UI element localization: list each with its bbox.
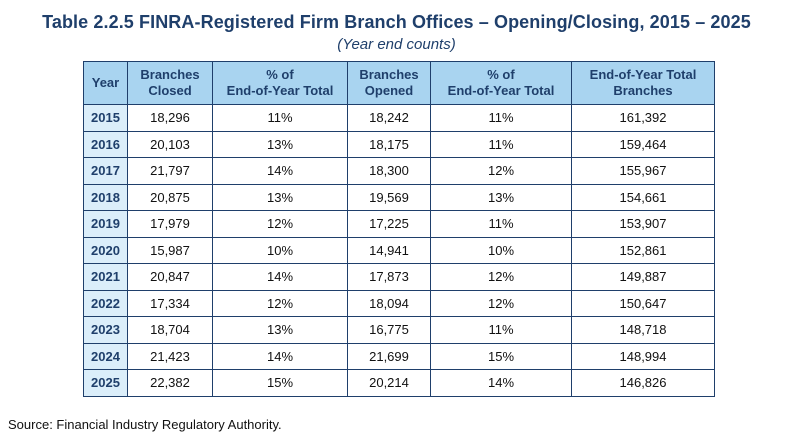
pct-closed-cell: 14%	[212, 263, 348, 291]
year-cell: 2025	[83, 369, 128, 397]
header-total-branches-line1: End-of-Year Total	[589, 67, 697, 82]
branches-opened-cell: 19,569	[347, 183, 431, 211]
source-note: Source: Financial Industry Regulatory Au…	[8, 417, 282, 432]
header-branches-closed-line1: Branches	[140, 67, 200, 82]
branches-closed-cell: 17,334	[127, 289, 213, 317]
branches-closed-cell: 17,979	[127, 210, 213, 238]
pct-opened-cell: 12%	[430, 263, 572, 291]
branches-opened-cell: 18,242	[347, 104, 431, 132]
year-cell: 2022	[83, 289, 128, 317]
header-branches-closed-line2: Closed	[148, 83, 192, 98]
total-branches-cell: 148,994	[571, 342, 715, 370]
pct-closed-cell: 14%	[212, 157, 348, 185]
branches-opened-cell: 21,699	[347, 342, 431, 370]
table-row: 2020 15,987 10% 14,941 10% 152,861	[83, 236, 715, 264]
pct-closed-cell: 15%	[212, 369, 348, 397]
header-pct-closed: % of End-of-Year Total	[212, 61, 348, 105]
header-branches-opened: Branches Opened	[347, 61, 431, 105]
branches-opened-cell: 17,225	[347, 210, 431, 238]
pct-opened-cell: 15%	[430, 342, 572, 370]
branches-closed-cell: 20,847	[127, 263, 213, 291]
total-branches-cell: 149,887	[571, 263, 715, 291]
header-branches-closed: Branches Closed	[127, 61, 213, 105]
pct-opened-cell: 12%	[430, 289, 572, 317]
table-row: 2015 18,296 11% 18,242 11% 161,392	[83, 104, 715, 132]
year-cell: 2017	[83, 157, 128, 185]
branches-opened-cell: 18,094	[347, 289, 431, 317]
branches-closed-cell: 18,704	[127, 316, 213, 344]
total-branches-cell: 146,826	[571, 369, 715, 397]
branches-closed-cell: 21,423	[127, 342, 213, 370]
table-title: Table 2.2.5 FINRA-Registered Firm Branch…	[42, 12, 751, 32]
header-branches-opened-line1: Branches	[359, 67, 419, 82]
year-cell: 2024	[83, 342, 128, 370]
total-branches-cell: 148,718	[571, 316, 715, 344]
pct-closed-cell: 13%	[212, 130, 348, 158]
branches-closed-cell: 18,296	[127, 104, 213, 132]
header-pct-opened-line2: End-of-Year Total	[447, 83, 555, 98]
pct-opened-cell: 13%	[430, 183, 572, 211]
pct-opened-cell: 12%	[430, 157, 572, 185]
pct-opened-cell: 11%	[430, 130, 572, 158]
branches-closed-cell: 20,875	[127, 183, 213, 211]
branches-opened-cell: 17,873	[347, 263, 431, 291]
header-total-branches-line2: Branches	[613, 83, 673, 98]
year-cell: 2016	[83, 130, 128, 158]
pct-closed-cell: 14%	[212, 342, 348, 370]
year-cell: 2021	[83, 263, 128, 291]
total-branches-cell: 155,967	[571, 157, 715, 185]
branches-opened-cell: 16,775	[347, 316, 431, 344]
pct-closed-cell: 13%	[212, 183, 348, 211]
table-row: 2016 20,103 13% 18,175 11% 159,464	[83, 130, 715, 158]
header-pct-closed-line2: End-of-Year Total	[226, 83, 334, 98]
branches-closed-cell: 20,103	[127, 130, 213, 158]
year-cell: 2020	[83, 236, 128, 264]
total-branches-cell: 154,661	[571, 183, 715, 211]
table-row: 2018 20,875 13% 19,569 13% 154,661	[83, 183, 715, 211]
header-pct-closed-line1: % of	[266, 67, 294, 82]
table-row: 2022 17,334 12% 18,094 12% 150,647	[83, 289, 715, 317]
pct-opened-cell: 11%	[430, 104, 572, 132]
pct-closed-cell: 12%	[212, 289, 348, 317]
pct-closed-cell: 10%	[212, 236, 348, 264]
branch-offices-table: Year Branches Closed % of End-of-Year Tota…	[83, 61, 715, 397]
total-branches-cell: 161,392	[571, 104, 715, 132]
total-branches-cell: 152,861	[571, 236, 715, 264]
branches-closed-cell: 21,797	[127, 157, 213, 185]
pct-opened-cell: 11%	[430, 316, 572, 344]
year-cell: 2015	[83, 104, 128, 132]
branches-closed-cell: 15,987	[127, 236, 213, 264]
branches-opened-cell: 18,300	[347, 157, 431, 185]
total-branches-cell: 153,907	[571, 210, 715, 238]
header-pct-opened: % of End-of-Year Total	[430, 61, 572, 105]
table-row: 2023 18,704 13% 16,775 11% 148,718	[83, 316, 715, 344]
pct-opened-cell: 10%	[430, 236, 572, 264]
table-row: 2021 20,847 14% 17,873 12% 149,887	[83, 263, 715, 291]
header-total-branches: End-of-Year Total Branches	[571, 61, 715, 105]
year-cell: 2018	[83, 183, 128, 211]
table-row: 2017 21,797 14% 18,300 12% 155,967	[83, 157, 715, 185]
pct-opened-cell: 14%	[430, 369, 572, 397]
table-subtitle: (Year end counts)	[337, 36, 456, 53]
branches-opened-cell: 20,214	[347, 369, 431, 397]
year-cell: 2019	[83, 210, 128, 238]
header-year: Year	[83, 61, 128, 105]
year-cell: 2023	[83, 316, 128, 344]
header-branches-opened-line2: Opened	[364, 83, 414, 98]
branches-opened-cell: 18,175	[347, 130, 431, 158]
pct-closed-cell: 13%	[212, 316, 348, 344]
pct-opened-cell: 11%	[430, 210, 572, 238]
branches-opened-cell: 14,941	[347, 236, 431, 264]
header-row: Year Branches Closed % of End-of-Year Tota…	[83, 61, 715, 105]
table-row: 2019 17,979 12% 17,225 11% 153,907	[83, 210, 715, 238]
total-branches-cell: 150,647	[571, 289, 715, 317]
header-pct-opened-line1: % of	[487, 67, 515, 82]
table-row: 2025 22,382 15% 20,214 14% 146,826	[83, 369, 715, 397]
total-branches-cell: 159,464	[571, 130, 715, 158]
branches-closed-cell: 22,382	[127, 369, 213, 397]
pct-closed-cell: 12%	[212, 210, 348, 238]
table-row: 2024 21,423 14% 21,699 15% 148,994	[83, 342, 715, 370]
header-year-label: Year	[91, 75, 120, 90]
pct-closed-cell: 11%	[212, 104, 348, 132]
